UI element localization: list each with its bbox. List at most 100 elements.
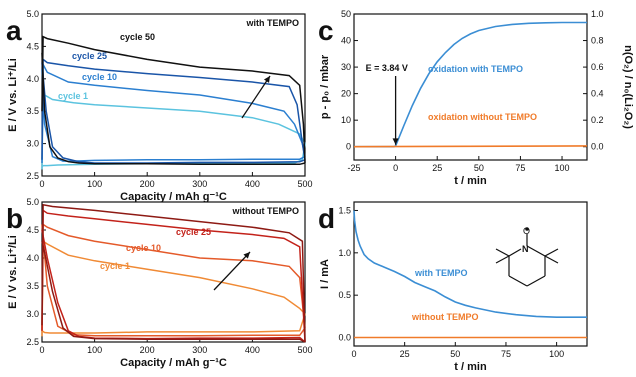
y-axis-label: E / V vs. Li⁺/Li [7, 58, 19, 132]
tempo-nitrogen-atom: N [522, 244, 529, 254]
y-tick-label: 3.5 [26, 106, 39, 116]
x-axis-label: t / min [454, 361, 487, 373]
x-tick-label: 200 [140, 179, 155, 189]
x-tick-label: 25 [432, 163, 442, 173]
x-tick-label: 400 [245, 345, 260, 355]
series-line [353, 210, 587, 318]
y-tick-label: 5.0 [26, 197, 39, 207]
x-tick-label: 50 [450, 349, 460, 359]
chart-panel-b: 0 100 200 300 400 500 2.5 3.0 3.5 4.0 4.5 5.0 Capaci… [7, 197, 313, 369]
series-label: oxidation with TEMPO [428, 64, 523, 74]
y-tick-label: 4.5 [26, 225, 39, 235]
trend-arrow [213, 251, 251, 291]
series-label: without TEMPO [411, 312, 479, 322]
series-line-charge [41, 203, 306, 343]
trend-arrow-head [243, 252, 250, 259]
series-line-discharge [41, 241, 306, 343]
x-tick-label: 400 [245, 179, 260, 189]
panel-letter-c: c [318, 15, 334, 46]
tempo-structure-icon [495, 227, 559, 287]
y-right-tick-label: 1.0 [591, 9, 604, 19]
annotation-arrow-head [392, 138, 399, 145]
series-label: cycle 25 [72, 51, 107, 61]
y-tick-label: 0.5 [338, 290, 351, 300]
series-line-charge [41, 223, 306, 331]
x-tick-label: 100 [549, 349, 564, 359]
y-tick-label: 2.5 [26, 337, 39, 347]
y-tick-label: 1.0 [338, 248, 351, 258]
y-right-tick-label: 0.4 [591, 89, 604, 99]
x-tick-label: -25 [347, 163, 360, 173]
y-right-axis-label: n(O₂) / n₀(Li₂O₂) [622, 45, 634, 129]
x-tick-label: 25 [400, 349, 410, 359]
y-tick-label: 40 [341, 36, 351, 46]
x-tick-label: 500 [297, 345, 312, 355]
y-tick-label: 3.0 [26, 309, 39, 319]
x-tick-label: 75 [501, 349, 511, 359]
trend-arrow-head [263, 76, 270, 83]
x-tick-label: 75 [515, 163, 525, 173]
y-right-tick-label: 0.6 [591, 62, 604, 72]
x-tick-label: 100 [87, 179, 102, 189]
x-tick-label: 100 [555, 163, 570, 173]
plot-frame [353, 201, 588, 347]
x-tick-label: 0 [39, 179, 44, 189]
tempo-oxygen-atom: O [523, 226, 530, 236]
series-line-discharge [41, 52, 306, 166]
plot-frame [353, 13, 588, 161]
y-tick-label: 20 [341, 89, 351, 99]
y-right-tick-label: 0.8 [591, 36, 604, 46]
series-label: cycle 25 [176, 227, 211, 237]
plot-frame [41, 201, 306, 343]
series-line-discharge [41, 229, 306, 343]
chart-panel-d: 0 25 50 75 100 0.0 0.5 1.0 1.5 t / min I / mA with … [319, 201, 588, 373]
x-tick-label: 0 [39, 345, 44, 355]
x-axis-label: t / min [454, 175, 487, 187]
x-tick-label: 50 [474, 163, 484, 173]
y-right-tick-label: 0.2 [591, 115, 604, 125]
y-tick-label: 10 [341, 115, 351, 125]
series-label: cycle 10 [82, 72, 117, 82]
y-tick-label: 0.0 [338, 333, 351, 343]
y-tick-label: 3.5 [26, 281, 39, 291]
chart-panel-a: 0 100 200 300 400 500 2.5 3.0 3.5 4.0 4.5 5.0 Capaci… [7, 9, 313, 203]
y-tick-label: 5.0 [26, 9, 39, 19]
chart-title: without TEMPO [232, 206, 300, 216]
y-axis-label: E / V vs. Li⁺/Li [7, 235, 19, 309]
x-axis-label: Capacity / mAh g⁻¹C [120, 191, 227, 203]
panel-letter-b: b [6, 203, 23, 234]
series-line-discharge [41, 313, 306, 334]
series-line [354, 21, 587, 148]
series-line-charge [41, 64, 306, 164]
y-axis-label: I / mA [319, 259, 331, 289]
chart-title: with TEMPO [246, 18, 300, 28]
chart-panel-c: -25 0 25 50 75 100 0 10 20 30 40 50 0.0 0.2 0.4 0.6 0.8 1… [319, 9, 634, 187]
series-line [353, 145, 588, 148]
y-tick-label: 2.5 [26, 171, 39, 181]
series-label: cycle 10 [126, 243, 161, 253]
series-label: oxidation without TEMPO [428, 112, 537, 122]
annotation-label: E = 3.84 V [366, 63, 408, 73]
series-line-charge [41, 209, 306, 343]
series-line-charge [41, 57, 306, 160]
x-tick-label: 100 [87, 345, 102, 355]
series-label: cycle 50 [120, 32, 155, 42]
x-tick-label: 0 [351, 349, 356, 359]
series-line-charge [41, 35, 306, 164]
x-tick-label: 300 [192, 345, 207, 355]
panel-letter-d: d [318, 203, 335, 234]
y-tick-label: 4.5 [26, 41, 39, 51]
x-tick-label: 0 [393, 163, 398, 173]
y-tick-label: 4.0 [26, 74, 39, 84]
y-tick-label: 1.5 [338, 205, 351, 215]
series-line-charge [41, 239, 306, 337]
x-axis-label: Capacity / mAh g⁻¹C [120, 357, 227, 369]
y-tick-label: 3.0 [26, 139, 39, 149]
y-axis-label: p - p₀ / mbar [319, 54, 331, 119]
y-right-tick-label: 0.0 [591, 142, 604, 152]
panel-letter-a: a [6, 15, 22, 46]
y-tick-label: 30 [341, 62, 351, 72]
series-label: cycle 1 [100, 261, 130, 271]
y-tick-label: 50 [341, 9, 351, 19]
